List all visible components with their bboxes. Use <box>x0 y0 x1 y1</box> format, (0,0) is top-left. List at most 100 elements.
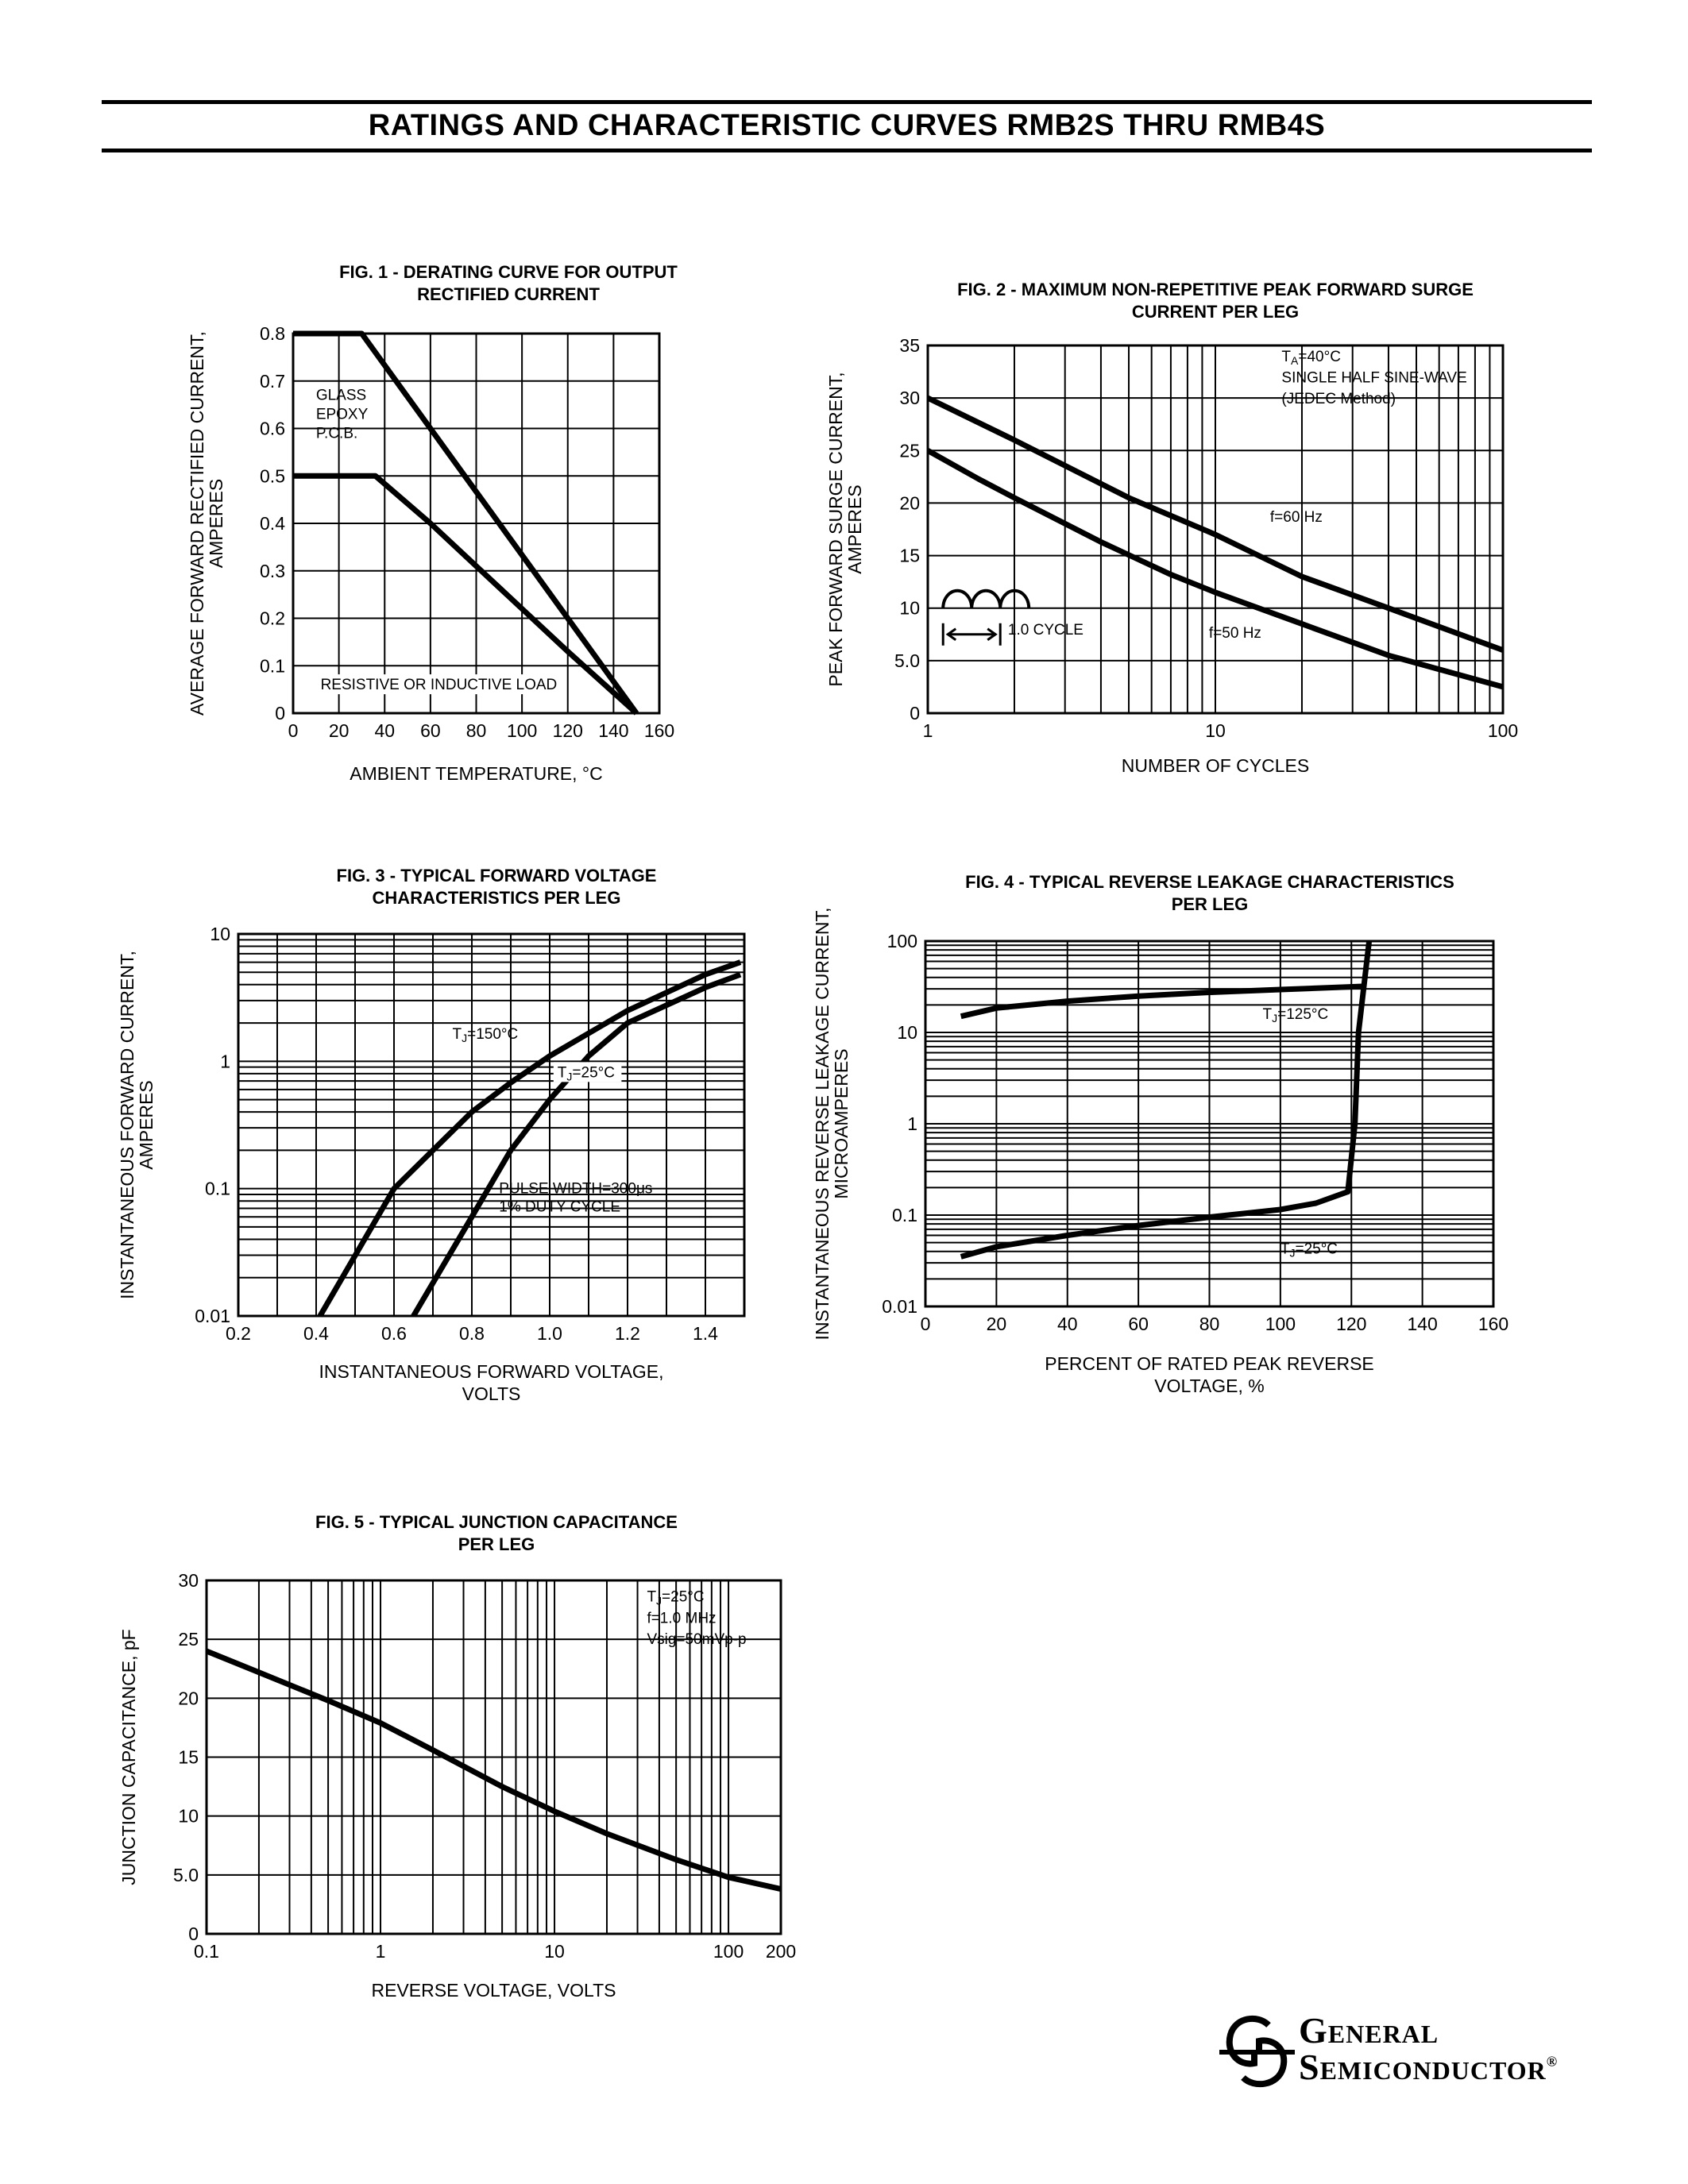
fig1-ytick-label: 0.8 <box>260 323 285 344</box>
fig5-ytick-label: 0 <box>188 1924 199 1944</box>
fig4-ytick-label: 0.01 <box>882 1296 917 1317</box>
fig4-xlabel: PERCENT OF RATED PEAK REVERSE <box>1045 1353 1374 1374</box>
fig2-xlabel: NUMBER OF CYCLES <box>1122 755 1309 776</box>
fig4-ytick-label: 0.1 <box>892 1205 917 1225</box>
fig1-xtick-label: 80 <box>466 720 487 741</box>
fig1-xtick-label: 0 <box>288 720 299 741</box>
fig3-xtick-label: 1.0 <box>537 1323 562 1344</box>
fig1-xtick-label: 40 <box>374 720 395 741</box>
fig5-annotation: f=1.0 MHz <box>647 1610 716 1626</box>
fig2-annotation: f=60 Hz <box>1270 509 1323 526</box>
fig3-title-line: CHARACTERISTICS PER LEG <box>373 888 621 908</box>
fig1-plot-frame <box>292 332 661 715</box>
fig5-plot-frame <box>205 1579 782 1935</box>
fig2-ytick-label: 25 <box>899 440 920 461</box>
fig4-annotation: TJ=125°C <box>1263 1006 1329 1024</box>
logo-line-semiconductor: Semiconductor® <box>1299 2046 1558 2088</box>
page-title: RATINGS AND CHARACTERISTIC CURVES RMB2S … <box>368 109 1326 142</box>
fig2-sine-wave-icon <box>941 588 1031 608</box>
fig1-xtick-label: 100 <box>507 720 537 741</box>
fig2-xtick-label: 100 <box>1488 720 1518 741</box>
fig5-xtick-label: 0.1 <box>194 1941 219 1962</box>
page-header: RATINGS AND CHARACTERISTIC CURVES RMB2S … <box>102 100 1592 152</box>
fig4-xtick-label: 100 <box>1265 1314 1296 1334</box>
fig4-series-1-line <box>960 940 1373 1260</box>
fig2-ytick-label: 10 <box>899 598 920 619</box>
fig1-ytick-label: 0.3 <box>260 561 285 581</box>
fig2-cycle-arrow-icon <box>945 627 998 642</box>
fig5-series-0-line <box>205 1648 782 1893</box>
fig5-ytick-label: 30 <box>178 1570 199 1591</box>
fig3-ytick-label: 1 <box>220 1051 230 1071</box>
fig1-ytick-label: 0.1 <box>260 655 285 676</box>
fig4-ylabel: MICROAMPERES <box>831 1048 852 1198</box>
fig5-ylabel: JUNCTION CAPACITANCE, pF <box>118 1629 139 1885</box>
fig1-xtick-label: 120 <box>553 720 583 741</box>
logo-mark-icon <box>1219 2016 1295 2087</box>
fig1-annotation: RESISTIVE OR INDUCTIVE LOAD <box>321 677 558 693</box>
fig5-xtick-label: 10 <box>544 1941 565 1962</box>
fig3-ytick-label: 10 <box>210 924 230 944</box>
fig5-title-line: PER LEG <box>458 1534 535 1554</box>
fig4-plot-frame <box>924 940 1495 1308</box>
fig2-ytick-label: 20 <box>899 492 920 513</box>
fig1-ylabel: AVERAGE FORWARD RECTIFIED CURRENT, <box>187 331 207 716</box>
fig1-xtick-label: 140 <box>598 720 628 741</box>
fig1-xtick-label: 60 <box>420 720 441 741</box>
fig1-xtick-label: 160 <box>644 720 674 741</box>
fig4-xtick-label: 60 <box>1128 1314 1149 1334</box>
fig2-annotation: 1.0 CYCLE <box>1008 622 1083 639</box>
fig5-ytick-label: 25 <box>178 1629 199 1650</box>
fig5-ytick-label: 10 <box>178 1806 199 1827</box>
fig4-xtick-label: 0 <box>921 1314 931 1334</box>
fig3-annotation: TJ=25°C <box>558 1064 615 1082</box>
fig4-xtick-label: 160 <box>1478 1314 1508 1334</box>
fig3-annotation: TJ=150°C <box>453 1026 519 1044</box>
fig3-xtick-label: 1.4 <box>693 1323 718 1344</box>
fig5-annotation: Vsig=50mVp-p <box>647 1631 746 1648</box>
fig5-ytick-label: 5.0 <box>173 1865 199 1885</box>
fig4-xtick-label: 40 <box>1057 1314 1078 1334</box>
fig1-ytick-label: 0.6 <box>260 419 285 439</box>
fig4-xlabel: VOLTAGE, % <box>1154 1376 1264 1396</box>
fig5-xtick-label: 100 <box>713 1941 744 1962</box>
fig4-title-line: FIG. 4 - TYPICAL REVERSE LEAKAGE CHARACT… <box>965 872 1454 892</box>
fig3-ylabel: INSTANTANEOUS FORWARD CURRENT, <box>117 951 137 1299</box>
fig2-series-1-line <box>926 448 1504 690</box>
fig3-xtick-label: 0.4 <box>303 1323 329 1344</box>
fig1-annotation: EPOXY <box>316 407 369 423</box>
fig2-ylabel: AMPERES <box>844 484 865 573</box>
fig3-xlabel: INSTANTANEOUS FORWARD VOLTAGE, <box>319 1361 663 1382</box>
fig2-ytick-label: 0 <box>910 703 920 723</box>
fig5-xlabel: REVERSE VOLTAGE, VOLTS <box>371 1980 616 2001</box>
fig1-title-line: FIG. 1 - DERATING CURVE FOR OUTPUT <box>339 262 678 282</box>
fig4-ytick-label: 100 <box>887 931 917 951</box>
fig3-ytick-label: 0.1 <box>205 1179 230 1199</box>
registered-mark: ® <box>1546 2053 1559 2070</box>
fig1-xtick-label: 20 <box>329 720 350 741</box>
fig4-annotation: TJ=25°C <box>1280 1241 1338 1259</box>
fig2-annotation: (JEDEC Method) <box>1281 391 1396 407</box>
fig3-xtick-label: 0.8 <box>459 1323 485 1344</box>
fig3-xtick-label: 0.6 <box>381 1323 407 1344</box>
fig2-annotation: SINGLE HALF SINE-WAVE <box>1281 369 1466 386</box>
fig2-title-line: FIG. 2 - MAXIMUM NON-REPETITIVE PEAK FOR… <box>957 280 1474 299</box>
fig5-annotation: TJ=25°C <box>647 1589 704 1607</box>
logo-word-semiconductor: Semiconductor <box>1299 2047 1547 2087</box>
fig2-xtick-label: 1 <box>923 720 933 741</box>
fig3-xtick-label: 0.2 <box>226 1323 251 1344</box>
fig3-title-line: FIG. 3 - TYPICAL FORWARD VOLTAGE <box>337 866 657 886</box>
fig2-ylabel: PEAK FORWARD SURGE CURRENT, <box>825 372 846 686</box>
fig1-annotation-bg <box>316 674 557 695</box>
fig1-ytick-label: 0.2 <box>260 608 285 629</box>
fig4-ytick-label: 1 <box>907 1113 917 1134</box>
fig3-series-0-line <box>317 959 742 1318</box>
fig5-ytick-label: 15 <box>178 1747 199 1768</box>
fig5-xtick-label: 200 <box>766 1941 796 1962</box>
fig1-annotation: GLASS <box>316 388 366 404</box>
company-logo: General Semiconductor® <box>1219 2009 1601 2097</box>
